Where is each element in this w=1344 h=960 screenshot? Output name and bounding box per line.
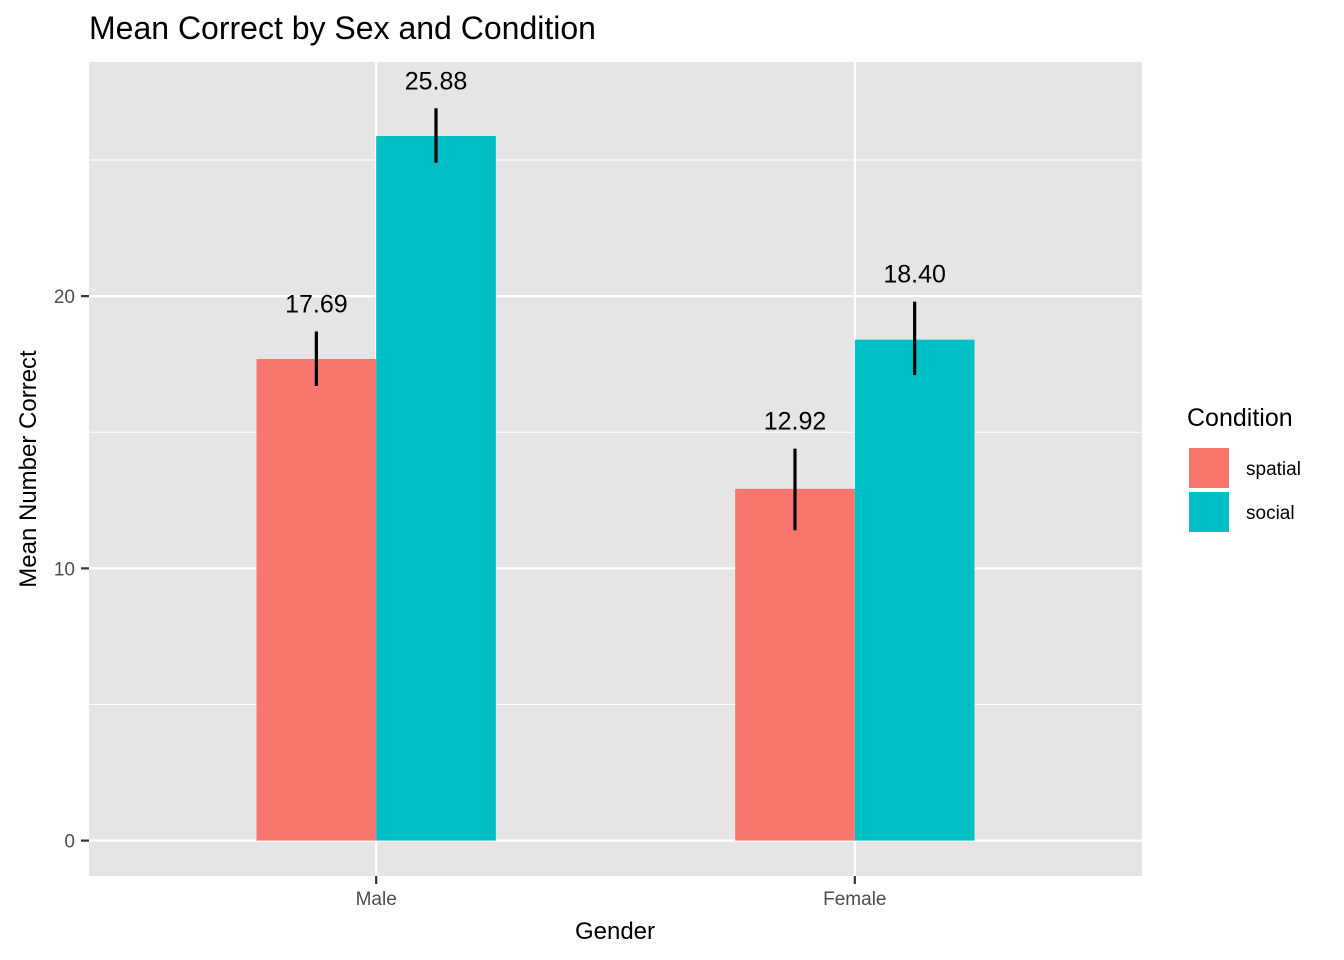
- y-tick-label: 10: [54, 559, 75, 580]
- y-axis: 0 10 20: [54, 287, 89, 853]
- data-label: 17.69: [285, 291, 348, 319]
- bars: [256, 136, 975, 841]
- x-axis-title: Gender: [575, 918, 655, 945]
- error-bars: [314, 108, 917, 531]
- bar-social-male: [376, 136, 496, 841]
- x-tick-label: Male: [356, 889, 397, 910]
- y-axis-title: Mean Number Correct: [15, 350, 42, 588]
- x-tick-label: Female: [823, 889, 886, 910]
- data-label: 25.88: [405, 67, 468, 95]
- legend-key-social: [1187, 490, 1231, 534]
- y-tick-label: 0: [64, 832, 75, 853]
- y-tick-label: 20: [54, 287, 75, 308]
- plot-panel: [89, 62, 1142, 876]
- bar-spatial-male: [256, 359, 377, 841]
- bar-spatial-female: [735, 488, 855, 841]
- bar-social-female: [854, 339, 975, 841]
- legend-label-spatial: spatial: [1246, 459, 1301, 480]
- x-axis: Male Female: [356, 876, 886, 910]
- chart-title: Mean Correct by Sex and Condition: [89, 10, 596, 46]
- legend: Condition spatial social: [1187, 404, 1301, 534]
- data-labels: 17.69 12.92 25.88 18.40: [285, 67, 946, 435]
- legend-key-spatial: [1187, 446, 1231, 490]
- legend-label-social: social: [1246, 503, 1295, 524]
- data-label: 12.92: [764, 408, 827, 436]
- data-label: 18.40: [883, 261, 946, 289]
- legend-title: Condition: [1187, 404, 1293, 432]
